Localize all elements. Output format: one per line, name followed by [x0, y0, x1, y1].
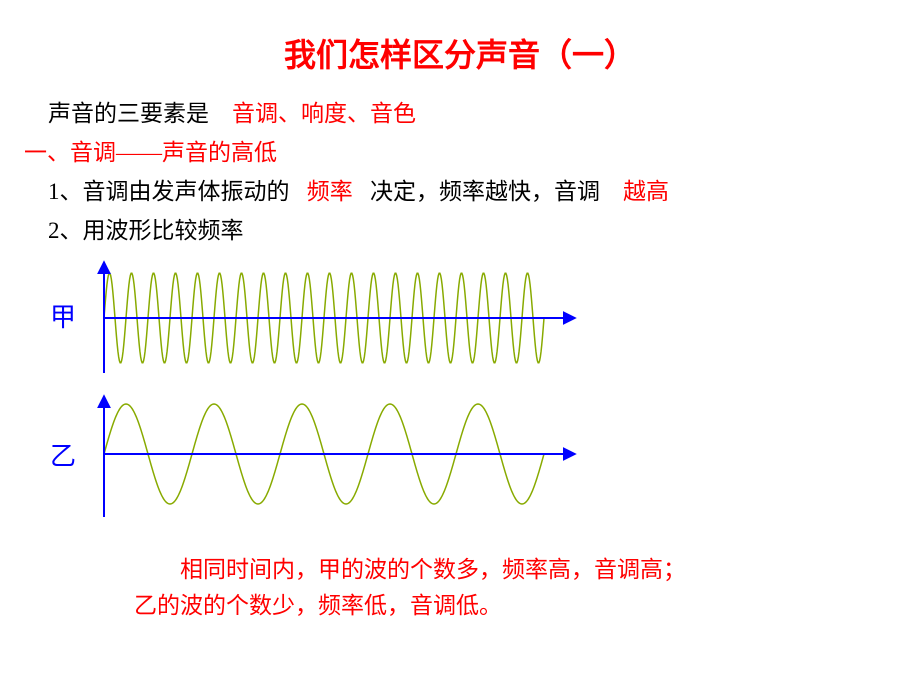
chart-jia: [84, 258, 584, 378]
conclusion-line-2: 乙的波的个数少，频率低，音调低。: [134, 588, 920, 624]
pitch-rule-line: 1、音调由发声体振动的 频率 决定，频率越快，音调 越高: [24, 172, 920, 211]
pitch-text-1a: 1、音调由发声体振动的: [48, 179, 290, 204]
section-1-heading: 一、音调——声音的高低: [24, 133, 920, 172]
elements-values: 音调、响度、音色: [232, 101, 416, 126]
elements-line: 声音的三要素是 音调、响度、音色: [24, 94, 920, 133]
chart-yi: [84, 392, 584, 522]
compare-waveform-line: 2、用波形比较频率: [24, 211, 920, 250]
pitch-blank-1: 频率: [307, 179, 353, 204]
chart-yi-label: 乙: [24, 435, 84, 479]
chart-jia-label: 甲: [24, 296, 84, 340]
page-title: 我们怎样区分声音（一）: [0, 0, 920, 94]
pitch-text-1c: 决定，频率越快，音调: [370, 179, 600, 204]
chart-yi-row: 乙: [24, 392, 920, 522]
pitch-blank-2: 越高: [623, 179, 669, 204]
elements-label: 声音的三要素是: [48, 101, 209, 126]
conclusion-line-1: 相同时间内，甲的波的个数多，频率高，音调高；: [134, 552, 920, 588]
conclusion: 相同时间内，甲的波的个数多，频率高，音调高； 乙的波的个数少，频率低，音调低。: [24, 552, 920, 623]
chart-jia-row: 甲: [24, 258, 920, 378]
